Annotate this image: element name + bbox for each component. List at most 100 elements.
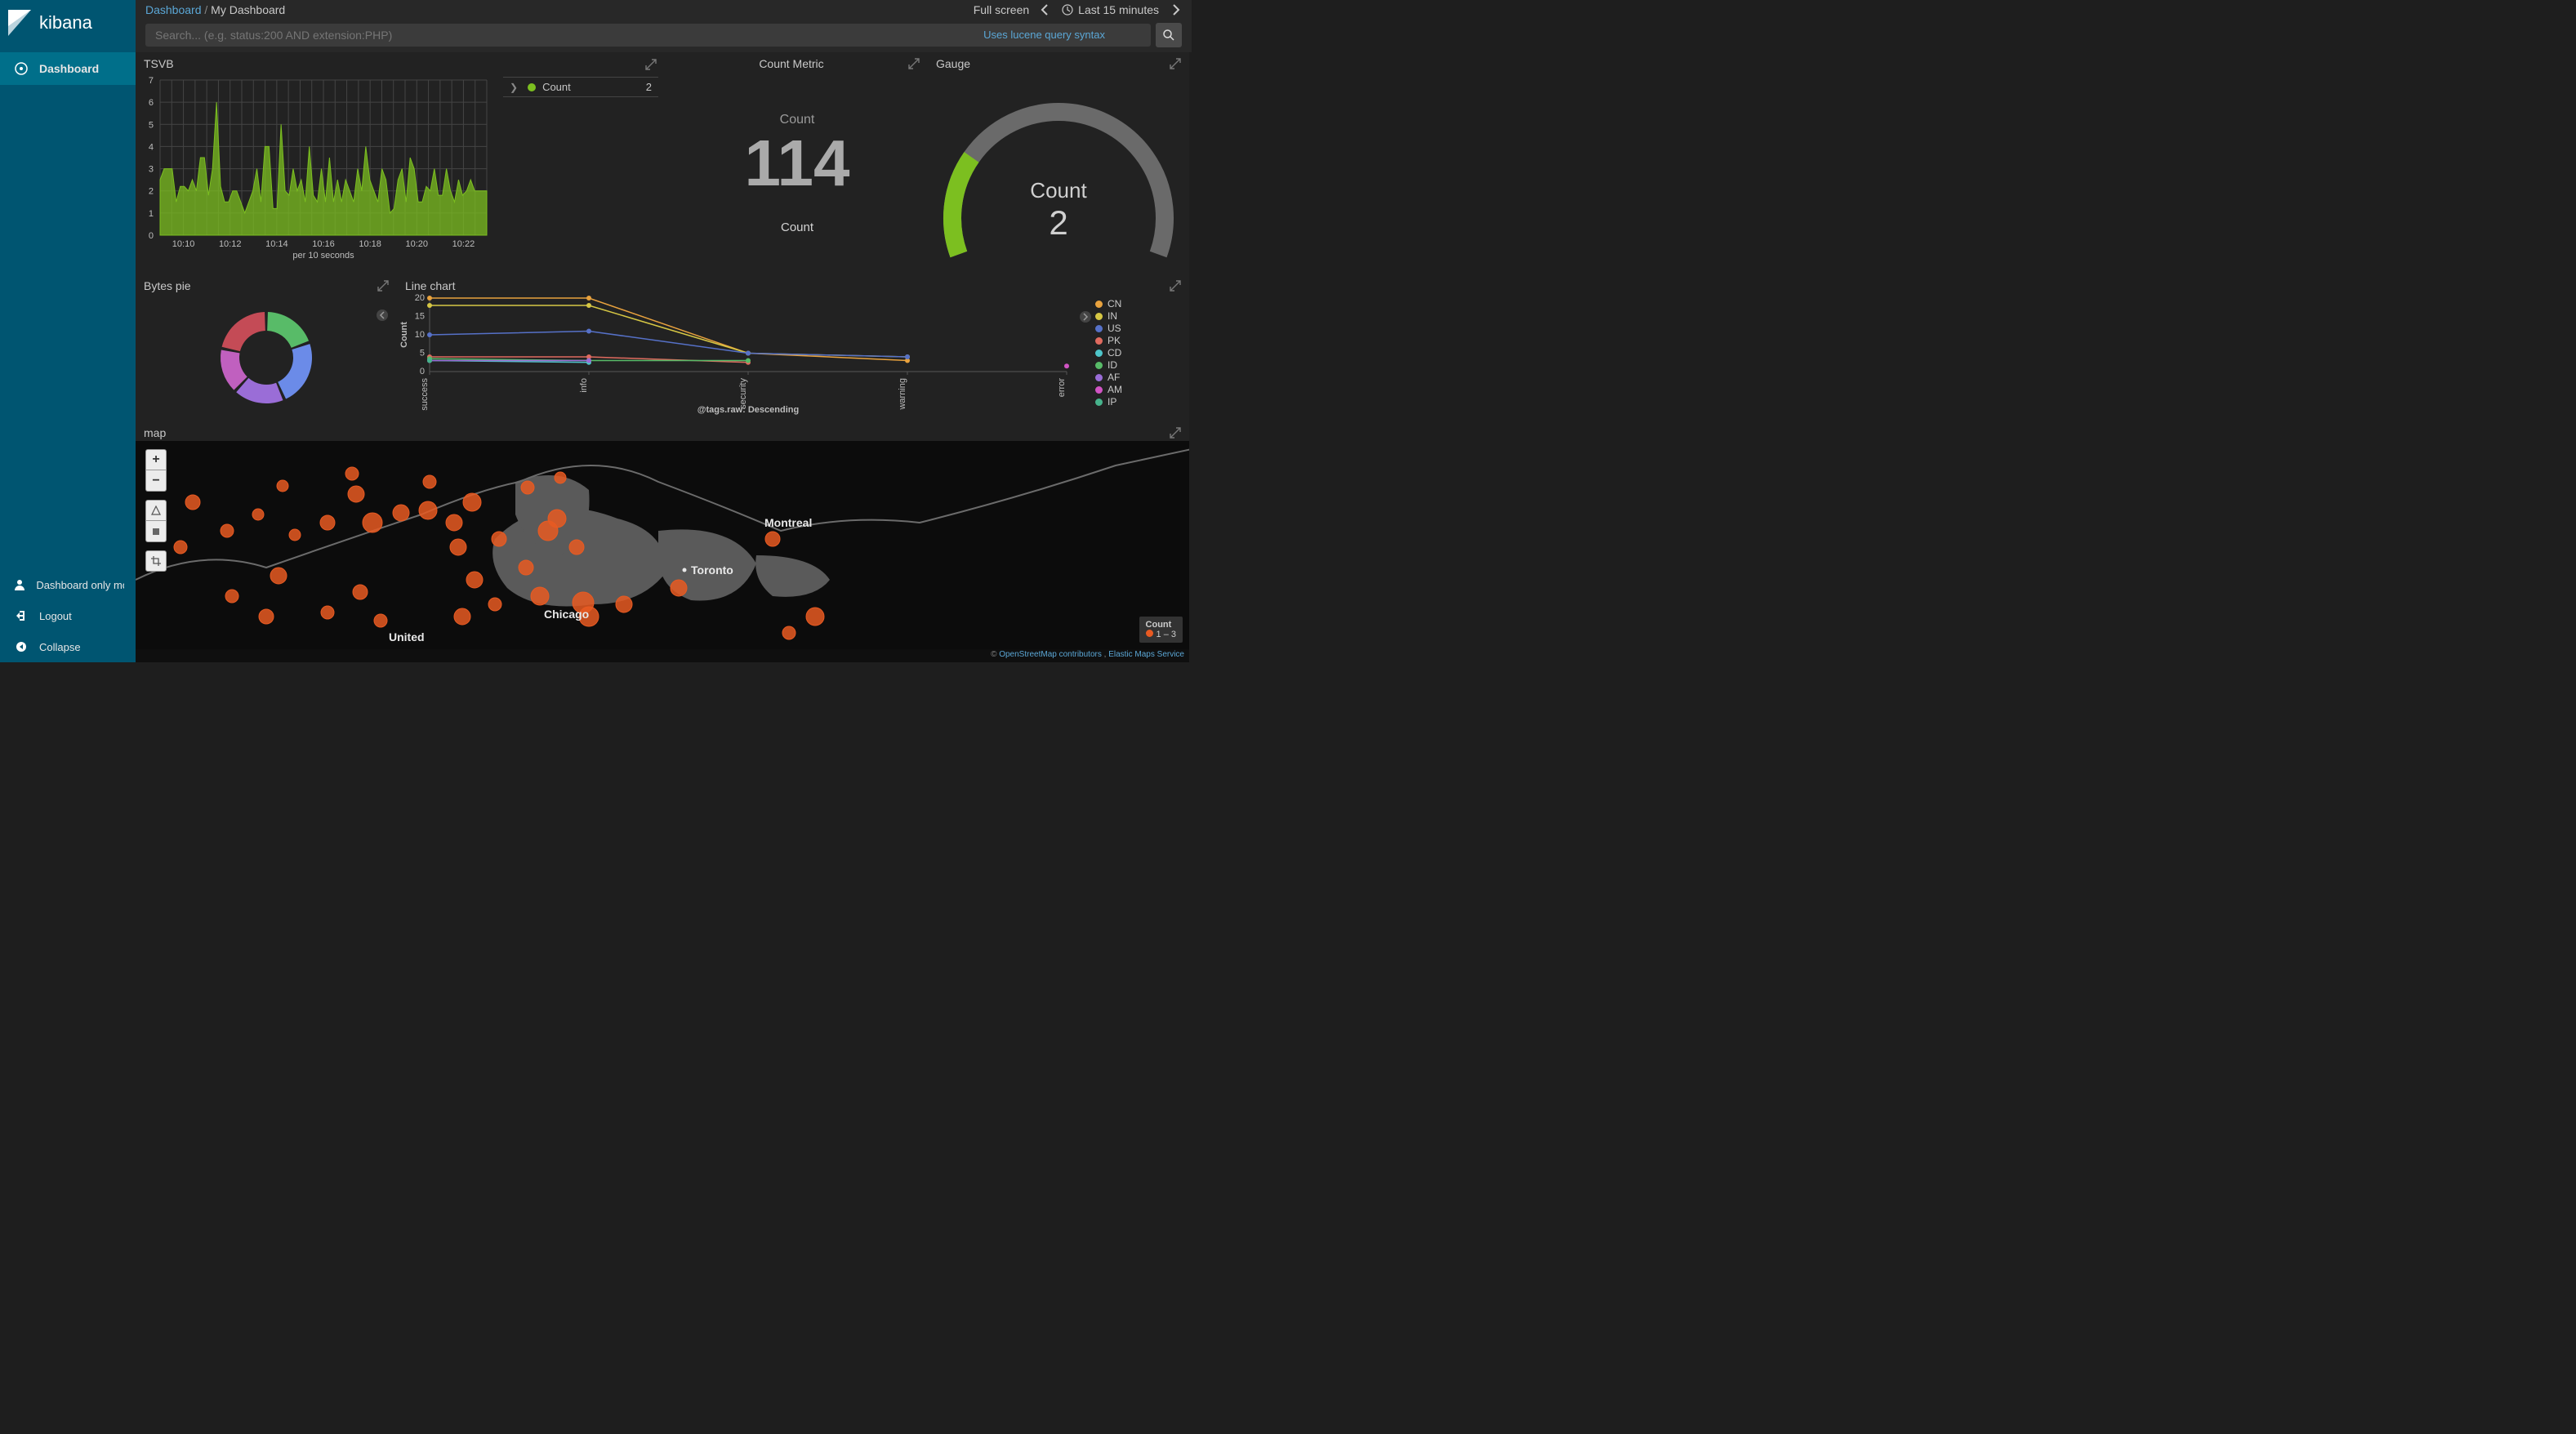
dashboard-icon	[11, 59, 31, 78]
panel-gauge: Gauge Count 2	[928, 52, 1189, 274]
line-legend: CNINUSPKCDIDAFAMIP	[1095, 294, 1189, 421]
svg-text:error: error	[1057, 378, 1067, 398]
legend-item[interactable]: ID	[1095, 359, 1189, 371]
svg-text:7: 7	[149, 76, 154, 86]
svg-text:info: info	[579, 378, 589, 393]
legend-label: IP	[1108, 396, 1116, 407]
expand-icon[interactable]	[1170, 58, 1181, 69]
map-zoom-in-button[interactable]: +	[145, 449, 167, 470]
search-input[interactable]	[145, 24, 1151, 47]
count-bottom-label: Count	[781, 220, 813, 234]
expand-icon[interactable]	[377, 280, 389, 292]
breadcrumb: Dashboard / My Dashboard	[145, 3, 285, 16]
logout-icon	[11, 606, 31, 626]
breadcrumb-root[interactable]: Dashboard	[145, 3, 202, 16]
map-crop-button[interactable]	[145, 550, 167, 572]
sidebar-item-collapse[interactable]: Collapse	[0, 631, 136, 662]
svg-text:Count: Count	[399, 322, 409, 348]
svg-text:per 10 seconds: per 10 seconds	[292, 251, 354, 261]
expand-icon[interactable]	[1170, 280, 1181, 292]
panel-title: Line chart	[405, 279, 1170, 292]
chevron-right-icon[interactable]	[1079, 310, 1092, 421]
svg-text:10:16: 10:16	[312, 239, 335, 249]
svg-text:0: 0	[149, 231, 154, 241]
svg-text:Toronto: Toronto	[691, 563, 733, 577]
time-range-label: Last 15 minutes	[1078, 3, 1159, 16]
svg-text:2: 2	[149, 187, 154, 197]
svg-text:Montreal: Montreal	[764, 516, 812, 529]
legend-label: PK	[1108, 335, 1121, 346]
svg-text:10:22: 10:22	[452, 239, 475, 249]
sidebar-item-logout[interactable]: Logout	[0, 600, 136, 631]
pie-chart	[209, 301, 323, 415]
map-fit-button[interactable]	[145, 500, 167, 521]
svg-text:20: 20	[415, 294, 425, 303]
gauge-label: Count	[928, 178, 1189, 203]
user-icon	[11, 575, 28, 595]
map[interactable]: MontrealTorontoChicagoUnited	[136, 441, 1189, 649]
chevron-left-icon[interactable]	[1039, 3, 1052, 16]
sidebar-item-label: Dashboard only mode	[36, 579, 124, 591]
svg-text:3: 3	[149, 165, 154, 175]
chevron-right-icon: ❯	[510, 82, 518, 93]
legend-item[interactable]: IP	[1095, 396, 1189, 407]
svg-text:1: 1	[149, 209, 154, 219]
svg-text:5: 5	[149, 120, 154, 130]
legend-color-dot	[1095, 301, 1103, 308]
svg-text:10:10: 10:10	[172, 239, 195, 249]
panel-tsvb: TSVB 0123456710:1010:1210:1410:1610:1810…	[136, 52, 666, 274]
legend-item[interactable]: IN	[1095, 310, 1189, 322]
legend-value: 2	[646, 81, 652, 93]
count-value: 114	[744, 131, 849, 196]
legend-label: AF	[1108, 372, 1120, 383]
expand-icon[interactable]	[1170, 427, 1181, 439]
expand-icon[interactable]	[908, 58, 920, 69]
panel-bytes-pie: Bytes pie	[136, 274, 397, 421]
kibana-logo-icon	[8, 10, 31, 36]
panel-title: Count Metric	[675, 57, 908, 70]
ems-link[interactable]: Elastic Maps Service	[1108, 650, 1184, 659]
legend-item[interactable]: US	[1095, 323, 1189, 334]
search-bar: Uses lucene query syntax	[136, 20, 1192, 52]
sidebar-item-dashboard-only[interactable]: Dashboard only mode	[0, 569, 136, 600]
panel-title: Bytes pie	[144, 279, 377, 292]
legend-item[interactable]: AF	[1095, 372, 1189, 383]
legend-item[interactable]: CN	[1095, 298, 1189, 310]
chevron-left-icon[interactable]	[376, 309, 389, 326]
logo[interactable]: kibana	[0, 0, 136, 52]
svg-text:10:20: 10:20	[406, 239, 429, 249]
search-button[interactable]	[1156, 23, 1182, 47]
legend-color-dot	[1095, 386, 1103, 394]
map-legend-range: 1 – 3	[1157, 630, 1176, 639]
legend-item[interactable]: PK	[1095, 335, 1189, 346]
panel-count-metric: Count Metric Count 114 Count	[666, 52, 928, 274]
legend-label: IN	[1108, 310, 1117, 322]
brand-text: kibana	[39, 12, 92, 33]
legend-label: Count	[542, 81, 571, 93]
legend-item[interactable]: AM	[1095, 384, 1189, 395]
map-box-button[interactable]	[145, 521, 167, 542]
legend-label: CN	[1108, 298, 1121, 310]
tsvb-legend[interactable]: ❯ Count 2	[503, 77, 658, 97]
legend-color-dot	[1095, 399, 1103, 406]
map-zoom-out-button[interactable]: −	[145, 470, 167, 492]
expand-icon[interactable]	[645, 59, 657, 70]
svg-text:10:14: 10:14	[265, 239, 288, 249]
map-legend-title: Count	[1146, 620, 1176, 630]
svg-text:10: 10	[415, 330, 425, 340]
svg-text:Chicago: Chicago	[544, 608, 589, 621]
sidebar: kibana Dashboard Dashboard only mode Log…	[0, 0, 136, 662]
legend-color-dot	[1095, 350, 1103, 357]
time-range-picker[interactable]: Last 15 minutes	[1062, 3, 1159, 16]
osm-link[interactable]: OpenStreetMap contributors	[999, 650, 1102, 659]
map-legend: Count 1 – 3	[1139, 617, 1183, 643]
legend-color-dot	[1095, 362, 1103, 369]
search-icon	[1162, 29, 1175, 42]
legend-color-dot	[1095, 313, 1103, 320]
panel-title: Gauge	[936, 57, 1170, 70]
chevron-right-icon[interactable]	[1169, 3, 1182, 16]
legend-item[interactable]: CD	[1095, 347, 1189, 358]
full-screen-button[interactable]: Full screen	[974, 3, 1029, 16]
sidebar-item-dashboard[interactable]: Dashboard	[0, 52, 136, 85]
legend-label: US	[1108, 323, 1121, 334]
